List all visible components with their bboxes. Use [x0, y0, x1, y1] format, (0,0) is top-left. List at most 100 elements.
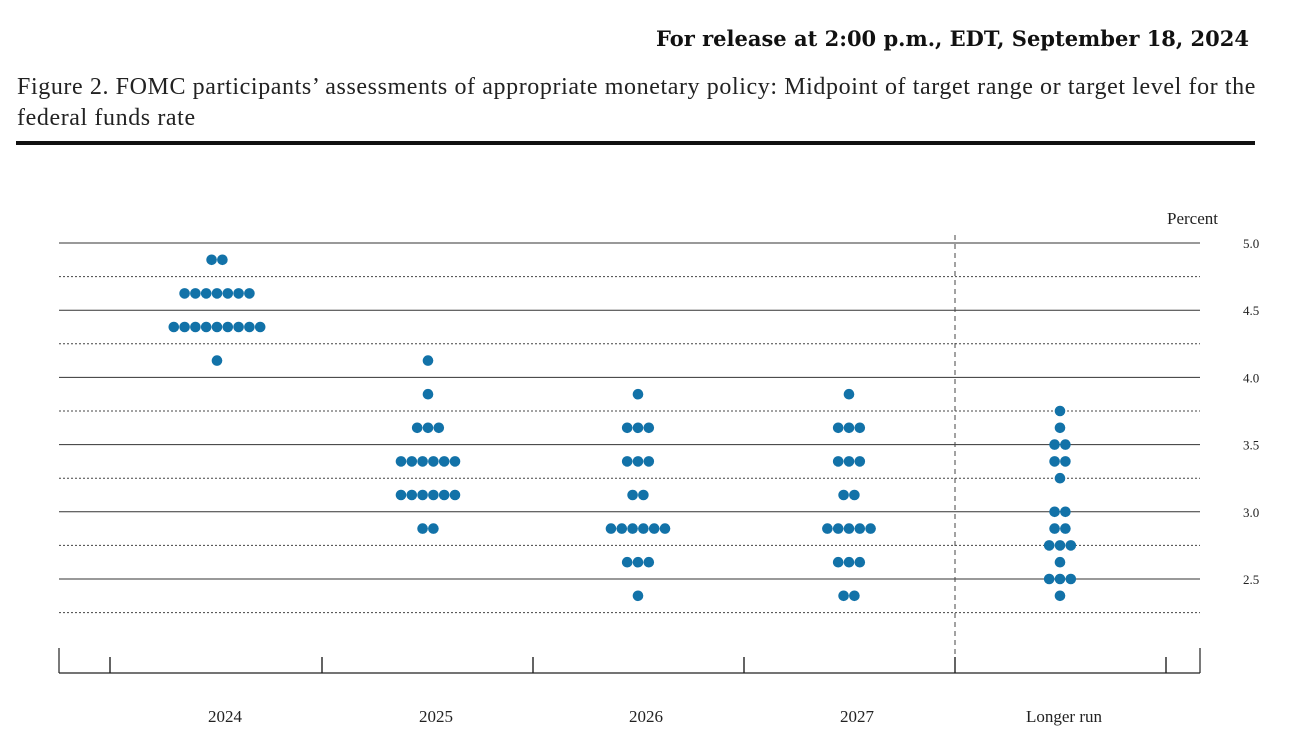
- y-tick-label: 5.0: [1243, 236, 1259, 251]
- participant-dot: [395, 489, 407, 501]
- participant-dot: [222, 288, 234, 299]
- participant-dot: [438, 489, 450, 501]
- participant-dot: [179, 288, 190, 299]
- participant-dot: [1049, 506, 1060, 518]
- participant-dot: [621, 456, 633, 467]
- y-tick-label: 3.0: [1243, 505, 1259, 520]
- participant-dot: [627, 489, 638, 501]
- participant-dot: [438, 456, 450, 467]
- release-notice: For release at 2:00 p.m., EDT, September…: [655, 26, 1249, 51]
- participant-dot: [428, 456, 439, 467]
- x-tick-label: 2025: [419, 707, 453, 726]
- participant-dot: [395, 456, 407, 467]
- participant-dot: [190, 321, 201, 333]
- participant-dot: [449, 456, 461, 467]
- participant-dot: [849, 590, 860, 602]
- participant-dot: [659, 523, 671, 534]
- participant-dot: [422, 388, 434, 400]
- participant-dot: [832, 523, 844, 534]
- participant-dot: [211, 288, 223, 299]
- participant-dot: [822, 523, 833, 534]
- unit-label: Percent: [1167, 209, 1218, 228]
- participant-dot: [627, 523, 638, 534]
- participant-dot: [422, 422, 434, 434]
- participant-dot: [632, 456, 644, 467]
- participant-dot: [200, 321, 212, 333]
- participant-dot: [1060, 456, 1071, 467]
- participant-dot: [244, 321, 255, 333]
- dot-series: [168, 254, 1077, 602]
- participant-dot: [206, 254, 217, 266]
- participant-dot: [632, 556, 644, 568]
- participant-dot: [1054, 556, 1066, 568]
- participant-dot: [422, 355, 434, 366]
- grid-lines: [59, 235, 1200, 672]
- participant-dot: [428, 489, 439, 501]
- participant-dot: [449, 489, 461, 501]
- participant-dot: [632, 590, 644, 602]
- participant-dot: [854, 556, 866, 568]
- x-tick-label: Longer run: [1026, 707, 1103, 726]
- participant-dot: [233, 288, 244, 299]
- participant-dot: [417, 523, 428, 534]
- participant-dot: [1065, 540, 1077, 551]
- participant-dot: [1054, 540, 1066, 551]
- participant-dot: [417, 456, 428, 467]
- participant-dot: [190, 288, 201, 299]
- participant-dot: [843, 456, 855, 467]
- participant-dot: [417, 489, 428, 501]
- participant-dot: [843, 388, 855, 400]
- title-rule: [16, 141, 1255, 145]
- participant-dot: [849, 489, 860, 501]
- participant-dot: [632, 422, 644, 434]
- participant-dot: [211, 355, 223, 366]
- participant-dot: [843, 523, 855, 534]
- participant-dot: [233, 321, 244, 333]
- participant-dot: [643, 422, 655, 434]
- y-tick-labels: 2.5 3.0 3.5 4.0 4.5 5.0: [1243, 236, 1259, 587]
- y-tick-label: 4.0: [1243, 370, 1259, 385]
- participant-dot: [832, 556, 844, 568]
- y-tick-label: 4.5: [1243, 303, 1259, 318]
- participant-dot: [854, 456, 866, 467]
- participant-dot: [643, 556, 655, 568]
- participant-dot: [411, 422, 423, 434]
- participant-dot: [179, 321, 190, 333]
- participant-dot: [643, 456, 655, 467]
- participant-dot: [648, 523, 660, 534]
- participant-dot: [428, 523, 439, 534]
- participant-dot: [1060, 523, 1071, 534]
- y-tick-label: 2.5: [1243, 572, 1259, 587]
- participant-dot: [638, 523, 649, 534]
- participant-dot: [254, 321, 266, 333]
- participant-dot: [605, 523, 617, 534]
- participant-dot: [1054, 590, 1066, 602]
- participant-dot: [1043, 540, 1055, 551]
- participant-dot: [621, 422, 633, 434]
- x-tick-label: 2024: [208, 707, 243, 726]
- participant-dot: [1043, 573, 1055, 585]
- x-tick-label: 2026: [629, 707, 663, 726]
- participant-dot: [632, 388, 644, 400]
- participant-dot: [843, 422, 855, 434]
- participant-dot: [865, 523, 876, 534]
- participant-dot: [638, 489, 649, 501]
- participant-dot: [433, 422, 445, 434]
- participant-dot: [832, 422, 844, 434]
- participant-dot: [1060, 439, 1071, 450]
- participant-dot: [222, 321, 234, 333]
- participant-dot: [838, 489, 849, 501]
- participant-dot: [832, 456, 844, 467]
- participant-dot: [1065, 573, 1077, 585]
- participant-dot: [406, 456, 418, 467]
- participant-dot: [1060, 506, 1071, 518]
- participant-dot: [1049, 439, 1060, 450]
- participant-dot: [838, 590, 849, 602]
- x-axis: [58, 648, 1201, 674]
- figure-title: Figure 2. FOMC participants’ assessments…: [17, 74, 1256, 131]
- participant-dot: [616, 523, 628, 534]
- participant-dot: [1054, 573, 1066, 585]
- participant-dot: [168, 321, 180, 333]
- participant-dot: [406, 489, 418, 501]
